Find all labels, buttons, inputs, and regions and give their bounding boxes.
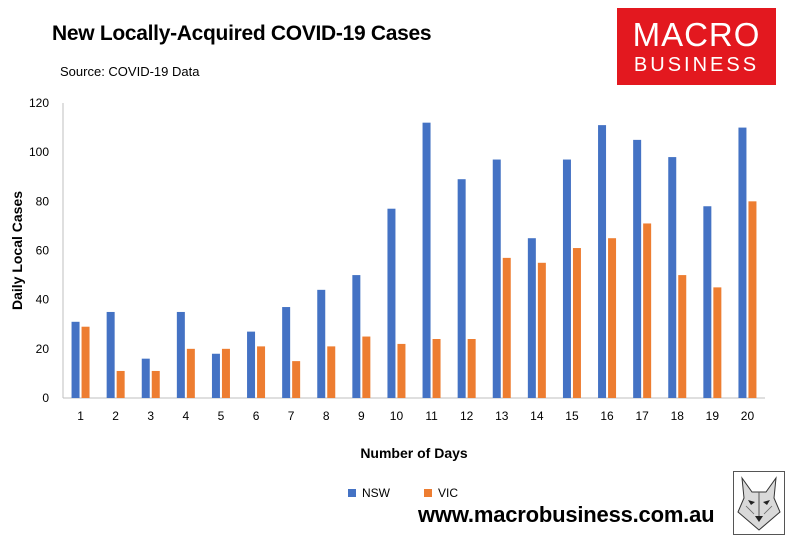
x-tick-label: 3 (147, 409, 154, 423)
bar-nsw (317, 289, 326, 398)
bar-nsw (106, 311, 115, 398)
x-tick-label: 1 (77, 409, 84, 423)
bar-nsw (668, 157, 677, 398)
bar-vic (362, 336, 371, 398)
bar-vic (397, 343, 406, 398)
legend-label-nsw: NSW (362, 486, 390, 500)
bar-vic (537, 262, 546, 398)
bar-vic (608, 238, 617, 398)
bar-nsw (598, 125, 607, 398)
bar-nsw (211, 353, 220, 398)
x-tick-label: 5 (218, 409, 225, 423)
wolf-logo-icon (733, 471, 785, 535)
bar-vic (502, 257, 511, 398)
macrobusiness-logo: MACRO BUSINESS (617, 8, 776, 85)
bar-vic (151, 370, 160, 398)
bar-nsw (282, 307, 291, 398)
bar-nsw (141, 358, 150, 398)
legend-item-nsw: NSW (348, 486, 390, 500)
x-axis-title: Number of Days (360, 445, 468, 461)
x-tick-label: 9 (358, 409, 365, 423)
y-tick-label: 100 (29, 145, 49, 159)
y-tick-label: 60 (36, 244, 50, 258)
bar-vic (327, 346, 336, 398)
website-url: www.macrobusiness.com.au (418, 502, 715, 527)
x-tick-label: 20 (741, 409, 755, 423)
y-tick-label: 0 (42, 391, 49, 405)
x-tick-label: 17 (635, 409, 649, 423)
x-tick-label: 10 (390, 409, 404, 423)
bar-vic (713, 287, 722, 398)
x-tick-label: 15 (565, 409, 579, 423)
legend-item-vic: VIC (424, 486, 458, 500)
bar-vic (116, 370, 125, 398)
x-tick-label: 14 (530, 409, 544, 423)
x-tick-label: 8 (323, 409, 330, 423)
y-tick-label: 80 (36, 194, 50, 208)
legend-swatch-vic (424, 489, 432, 497)
x-tick-label: 12 (460, 409, 474, 423)
legend-swatch-nsw (348, 489, 356, 497)
bar-vic (748, 201, 757, 398)
bar-nsw (387, 208, 396, 398)
x-tick-label: 11 (425, 409, 438, 423)
bar-vic (292, 361, 301, 398)
y-axis-title: Daily Local Cases (9, 191, 25, 310)
bar-vic (643, 223, 652, 398)
bar-nsw (703, 206, 712, 398)
bar-nsw (527, 238, 536, 398)
x-tick-label: 2 (112, 409, 119, 423)
bar-vic (257, 346, 266, 398)
x-tick-label: 7 (288, 409, 295, 423)
x-tick-label: 6 (253, 409, 260, 423)
bar-nsw (738, 127, 747, 398)
x-tick-label: 19 (706, 409, 720, 423)
y-tick-label: 20 (36, 342, 50, 356)
bar-vic (678, 275, 687, 398)
bar-nsw (71, 321, 80, 398)
bar-vic (572, 248, 581, 398)
logo-line-2: BUSINESS (633, 54, 760, 76)
x-tick-label: 4 (183, 409, 190, 423)
legend-label-vic: VIC (438, 486, 459, 500)
x-tick-label: 13 (495, 409, 509, 423)
bar-vic (432, 339, 441, 398)
y-tick-label: 120 (29, 96, 49, 110)
bar-nsw (457, 179, 466, 398)
bar-vic (221, 348, 230, 398)
legend: NSW VIC (348, 486, 458, 500)
logo-line-1: MACRO (632, 16, 761, 53)
bar-vic (81, 326, 90, 398)
chart-title: New Locally-Acquired COVID-19 Cases (52, 22, 432, 45)
chart-subtitle: Source: COVID-19 Data (60, 64, 200, 79)
bar-nsw (176, 311, 185, 398)
bar-nsw (247, 331, 256, 398)
bar-vic (467, 339, 476, 398)
bar-nsw (422, 122, 431, 399)
bar-nsw (352, 275, 361, 398)
x-tick-label: 18 (671, 409, 685, 423)
bar-nsw (633, 139, 642, 398)
x-tick-label: 16 (600, 409, 614, 423)
bar-nsw (492, 159, 501, 398)
bar-nsw (562, 159, 571, 398)
bar-vic (186, 348, 195, 398)
y-tick-label: 40 (36, 293, 50, 307)
